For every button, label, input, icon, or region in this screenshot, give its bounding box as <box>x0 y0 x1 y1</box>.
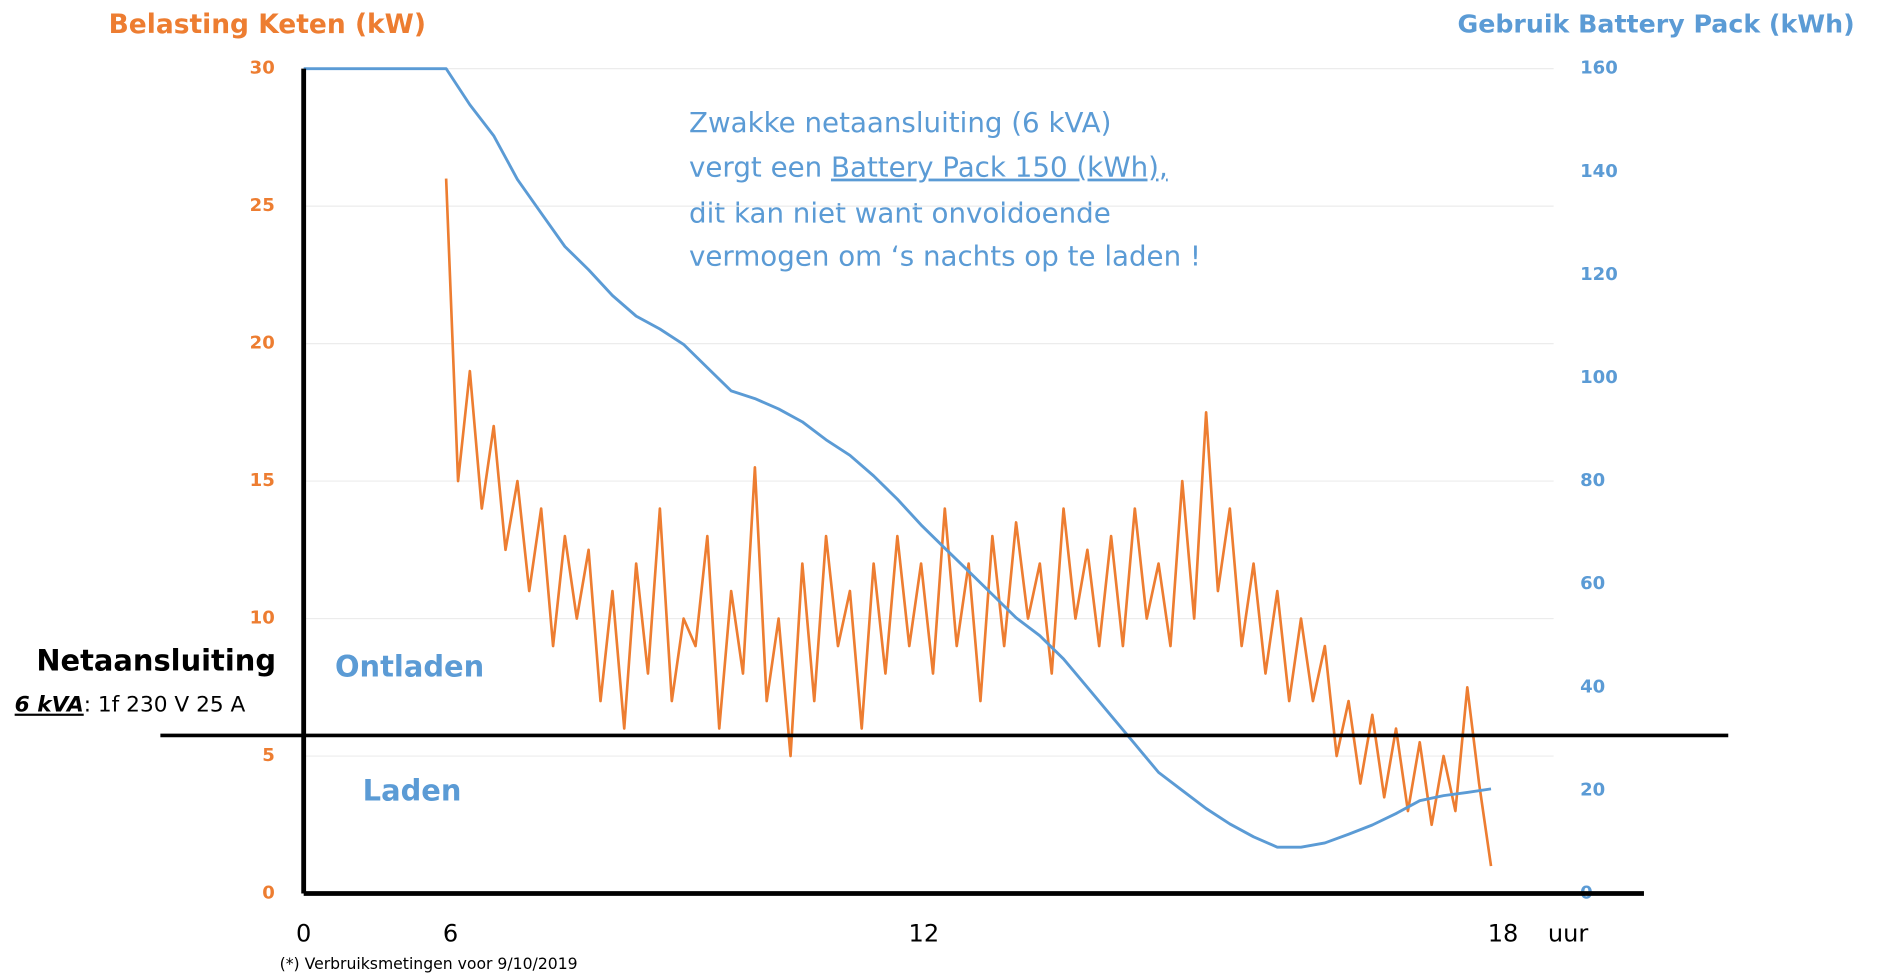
y-tick-label: 30 <box>250 58 275 79</box>
y-axis-title: Belasting Keten (kW) <box>109 9 426 40</box>
y2-tick-label: 80 <box>1580 470 1605 491</box>
footnote: (*) Verbruiksmetingen voor 9/10/2019 <box>280 954 578 973</box>
y2-tick-label: 40 <box>1580 676 1605 697</box>
annotation-underlined: Battery Pack 150 (kWh), <box>831 151 1168 184</box>
series-line <box>303 67 1492 849</box>
annotation: dit kan niet want onvoldoende <box>689 196 1111 229</box>
annotation: vergt een Battery Pack 150 (kWh), <box>689 151 1168 184</box>
y2-tick-label: 60 <box>1580 573 1605 594</box>
connection-label: 6 kVA: 1f 230 V 25 A <box>15 693 246 718</box>
y2-tick-label: 140 <box>1580 161 1618 182</box>
annotation: vermogen om ‘s nachts op te laden ! <box>689 240 1201 273</box>
y-tick-label: 25 <box>250 195 275 216</box>
annotation: vergt een <box>689 151 831 184</box>
y-tick-label: 15 <box>250 470 275 491</box>
x-label: 18 <box>1488 919 1519 947</box>
x-label: 12 <box>909 919 940 947</box>
y2-tick-label: 160 <box>1580 58 1618 79</box>
connection-rating: 6 kVA <box>15 693 84 718</box>
annotation: Zwakke netaansluiting (6 kVA) <box>689 106 1111 139</box>
y2-tick-label: 120 <box>1580 264 1618 285</box>
y2-axis-title: Gebruik Battery Pack (kWh) <box>1457 9 1854 38</box>
connection-spec: : 1f 230 V 25 A <box>84 693 246 718</box>
region-label: Laden <box>363 773 462 807</box>
y-tick-label: 0 <box>262 883 275 904</box>
y-tick-label: 10 <box>250 608 275 629</box>
x-label: uur <box>1548 919 1589 947</box>
connection-title: Netaansluiting <box>36 643 276 677</box>
series-line <box>444 178 1493 867</box>
x-label: 0 <box>296 919 311 947</box>
y2-tick-label: 20 <box>1580 779 1605 800</box>
y-tick-label: 20 <box>250 333 275 354</box>
y2-tick-label: 100 <box>1580 367 1618 388</box>
region-label: Ontladen <box>335 649 484 683</box>
x-label: 6 <box>443 919 458 947</box>
y-tick-label: 5 <box>262 745 275 766</box>
